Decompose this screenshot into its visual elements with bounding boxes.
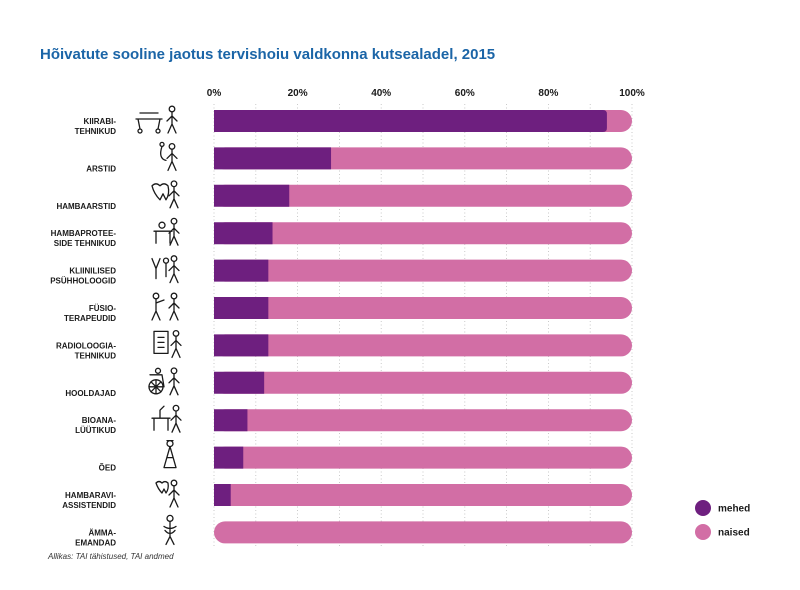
category-label: KIIRABI-TEHNIKUD xyxy=(75,117,117,136)
doctor-stethoscope-icon xyxy=(159,141,178,172)
category-label: ARSTID xyxy=(86,164,116,173)
source-note: Allikas: TAI tähistused, TAI andmed xyxy=(48,552,174,561)
dental-technician-desk-icon xyxy=(153,217,180,246)
category-label: HAMBAPROTEE-SIDE TEHNIKUD xyxy=(51,229,117,248)
legend-mehed-swatch xyxy=(695,500,711,516)
bar-mehed xyxy=(214,110,607,132)
midwife-baby-icon xyxy=(163,514,177,546)
caregiver-wheelchair-icon xyxy=(148,367,180,396)
bar-naised xyxy=(214,446,632,469)
bar-mehed xyxy=(214,184,290,207)
category-label: HAMBAARSTID xyxy=(56,202,116,211)
bar-mehed xyxy=(214,446,244,469)
bar-naised xyxy=(214,222,632,245)
x-tick-label: 80% xyxy=(538,88,558,99)
category-label: ÄMMA-EMANDAD xyxy=(75,528,116,547)
x-axis-ticks: 0% 20% 40% 60% 80% 100% xyxy=(207,88,645,99)
psychologist-icon xyxy=(151,255,180,284)
x-tick-label: 60% xyxy=(455,88,475,99)
bars xyxy=(214,110,632,544)
bar-mehed xyxy=(214,297,269,319)
bar-naised xyxy=(214,184,632,207)
bar-mehed xyxy=(214,484,231,506)
bar-naised xyxy=(214,484,632,506)
bar-naised xyxy=(214,409,632,432)
legend-naised-label: naised xyxy=(718,528,750,539)
x-tick-label: 100% xyxy=(619,88,645,99)
grid-lines xyxy=(213,104,633,548)
bar-mehed xyxy=(214,371,265,394)
bar-mehed xyxy=(214,222,273,245)
bar-naised xyxy=(214,259,632,282)
category-label: ÕED xyxy=(99,464,117,473)
category-label: BIOANA-LÜÜTIKUD xyxy=(75,416,116,435)
bar-mehed xyxy=(214,334,269,357)
category-label: KLIINILISED PSÜHHOLOOGID xyxy=(50,267,116,286)
bar-naised xyxy=(214,297,632,319)
bar-naised xyxy=(214,521,632,544)
category-label: HAMBARAVI-ASSISTENDID xyxy=(62,491,116,510)
legend-mehed-label: mehed xyxy=(718,504,750,515)
bar-mehed xyxy=(214,259,269,282)
dental-assistant-icon xyxy=(155,479,180,508)
radiology-xray-icon xyxy=(153,329,182,359)
stretcher-paramedic-icon xyxy=(135,105,178,134)
bar-naised xyxy=(214,334,632,357)
category-label: FÜSIO-TERAPEUDID xyxy=(64,304,116,323)
physiotherapist-icon xyxy=(151,292,180,321)
category-labels: KIIRABI-TEHNIKUD ARSTID HAMBAARSTID HAMBAPR… xyxy=(50,117,116,547)
legend-naised-swatch xyxy=(695,524,711,540)
category-icons xyxy=(135,105,182,546)
lab-analyst-microscope-icon xyxy=(151,404,182,433)
bar-mehed xyxy=(214,409,248,432)
bar-mehed xyxy=(214,147,332,170)
x-tick-label: 0% xyxy=(207,88,222,99)
x-tick-label: 40% xyxy=(371,88,391,99)
x-tick-label: 20% xyxy=(288,88,308,99)
tooth-dentist-icon xyxy=(151,180,180,209)
nurse-icon xyxy=(163,439,177,469)
bar-naised xyxy=(214,371,632,394)
chart-title: Hõivatute sooline jaotus tervishoiu vald… xyxy=(40,46,496,63)
legend: mehed naised xyxy=(695,500,750,540)
category-label: RADIOLOOGIA-TEHNIKUD xyxy=(56,341,116,360)
category-label: HOOLDAJAD xyxy=(65,389,116,398)
